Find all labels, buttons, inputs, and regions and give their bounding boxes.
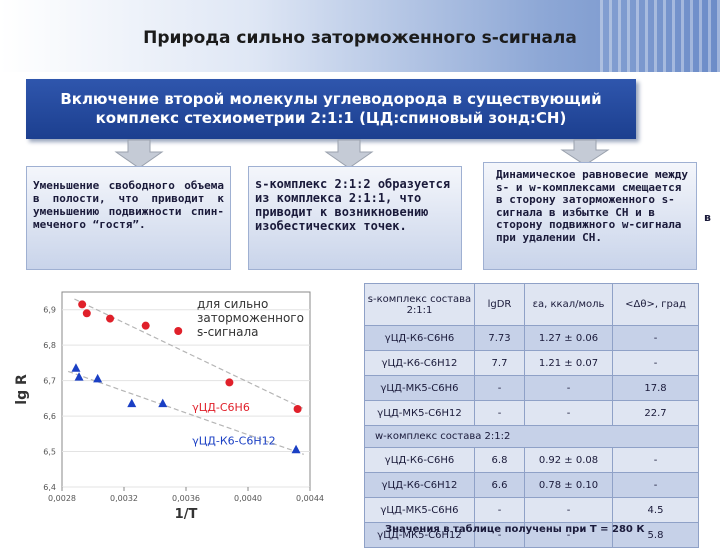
data-point-circle: [225, 378, 234, 387]
table-cell: 7.7: [474, 350, 525, 376]
box-free-volume: Уменьшение свободного объема в полости, …: [26, 166, 231, 270]
table-cell: 7.73: [474, 325, 525, 351]
table-cell: -: [524, 400, 613, 426]
slide-title: Природа сильно заторможенного s-сигнала: [143, 28, 577, 48]
table-cell: 4.5: [612, 497, 699, 523]
trend-line-1: [68, 370, 304, 455]
y-tick-label: 6,6: [43, 412, 56, 421]
y-tick-label: 6,7: [43, 377, 56, 386]
table-cell: 1.21 ± 0.07: [524, 350, 613, 376]
table-header-cell: <Δθ>, град: [612, 283, 699, 326]
y-tick-label: 6,8: [43, 341, 56, 350]
table-section-row: w-комплекс состава 2:1:2: [364, 425, 699, 448]
table-cell: -: [612, 325, 699, 351]
table-cell: -: [474, 375, 525, 401]
banner-line-2: комплекс стехиометрии 2:1:1 (ЦД:спиновый…: [95, 109, 567, 127]
table-cell: 22.7: [612, 400, 699, 426]
table-row: γЦД-К6-С6Н12 7.7 1.21 ± 0.07-: [364, 350, 699, 376]
table-header-cell: lgDR: [474, 283, 525, 326]
table-row: γЦД-К6-С6Н6 7.73 1.27 ± 0.06-: [364, 325, 699, 351]
table-section-title: w-комплекс состава 2:1:2: [364, 425, 699, 448]
x-tick-label: 0,0040: [234, 494, 262, 503]
table-cell: -: [524, 375, 613, 401]
chart-note: для сильно заторможенного s-сигнала: [197, 297, 304, 339]
table-cell: 6.6: [474, 472, 525, 498]
arrow-right-icon: [560, 139, 610, 166]
table-row-label: γЦД-МК5-С6Н6: [364, 375, 475, 401]
table-row-label: γЦД-К6-С6Н12: [364, 472, 475, 498]
arrow-left-icon: [114, 139, 164, 169]
table-row-label: γЦД-МК5-С6Н12: [364, 400, 475, 426]
table-footnote: Значения в таблице получены при Т = 280 …: [385, 524, 645, 535]
x-axis-label: 1/T: [175, 507, 198, 522]
data-point-triangle: [158, 398, 168, 408]
box-dynamic-equilibrium: Динамическое равновесие между s- и w-ком…: [483, 162, 697, 270]
data-point-circle: [82, 309, 91, 318]
x-tick-label: 0,0044: [296, 494, 324, 503]
table-cell: 17.8: [612, 375, 699, 401]
arrow-middle-icon: [324, 139, 374, 169]
data-point-triangle: [71, 363, 81, 372]
data-point-triangle: [74, 372, 84, 381]
banner-line-1: Включение второй молекулы углеводорода в…: [60, 90, 602, 108]
table-header-cell: s-комплекс состава 2:1:1: [364, 283, 475, 326]
table-row-label: γЦД-К6-С6Н12: [364, 350, 475, 376]
header-background: [0, 0, 720, 72]
table-header-cell: εа, ккал/моль: [524, 283, 613, 326]
data-point-circle: [293, 405, 302, 413]
data-point-triangle: [127, 398, 137, 408]
table-cell: 1.27 ± 0.06: [524, 325, 613, 351]
table-row: γЦД-К6-С6Н12 6.6 0.78 ± 0.10-: [364, 472, 699, 498]
x-tick-label: 0,0032: [110, 494, 138, 503]
parameters-table: s-комплекс состава 2:1:1 lgDR εа, ккал/мол…: [364, 283, 699, 548]
data-point-circle: [106, 314, 115, 323]
table-cell: 0.92 ± 0.08: [524, 447, 613, 473]
table-cell: -: [474, 400, 525, 426]
y-tick-label: 6,5: [43, 448, 56, 457]
data-point-triangle: [93, 373, 103, 383]
table-cell: 0.78 ± 0.10: [524, 472, 613, 498]
table-row-label: γЦД-К6-С6Н6: [364, 447, 475, 473]
table-row: γЦД-МК5-С6Н6- -4.5: [364, 497, 699, 523]
table-cell: -: [612, 350, 699, 376]
y-tick-label: 6,9: [43, 306, 56, 315]
header-stripes: [600, 0, 720, 72]
table-cell: -: [474, 497, 525, 523]
table-cell: -: [612, 472, 699, 498]
arrhenius-chart: 6,9 6,8 6,7 6,6 6,5 6,4 0,0028 0,0032 0,0036 0,00…: [14, 291, 324, 522]
table-cell: 6.8: [474, 447, 525, 473]
x-tick-label: 0,0028: [48, 494, 76, 503]
table-row-label: γЦД-МК5-С6Н6: [364, 497, 475, 523]
table-row: γЦД-К6-С6Н6 6.8 0.92 ± 0.08-: [364, 447, 699, 473]
table-cell: -: [524, 497, 613, 523]
data-point-circle: [141, 321, 150, 330]
data-point-circle: [174, 327, 183, 335]
y-axis-label: lg R: [14, 374, 30, 405]
plot-area: [61, 291, 311, 488]
summary-banner: Включение второй молекулы углеводорода в…: [26, 79, 636, 139]
table-row-label: γЦД-К6-С6Н6: [364, 325, 475, 351]
data-point-triangle: [291, 444, 301, 454]
table-cell: -: [612, 447, 699, 473]
y-tick-label: 6,4: [43, 483, 56, 492]
table-row: γЦД-МК5-С6Н12- -22.7: [364, 400, 699, 426]
series-label-c6h6: γЦД-С6Н6: [192, 401, 250, 414]
box-s-complex: s-комплекс 2:1:2 образуется из комплекса…: [248, 166, 462, 270]
stray-letter: в: [704, 211, 711, 224]
x-tick-label: 0,0036: [172, 494, 200, 503]
table-header-row: s-комплекс состава 2:1:1 lgDR εа, ккал/мол…: [364, 283, 699, 326]
table-row: γЦД-МК5-С6Н6- -17.8: [364, 375, 699, 401]
connector-arrows: [114, 139, 610, 169]
data-point-circle: [78, 300, 87, 309]
series-label-c6h12: γЦД-К6-С6Н12: [192, 434, 275, 447]
